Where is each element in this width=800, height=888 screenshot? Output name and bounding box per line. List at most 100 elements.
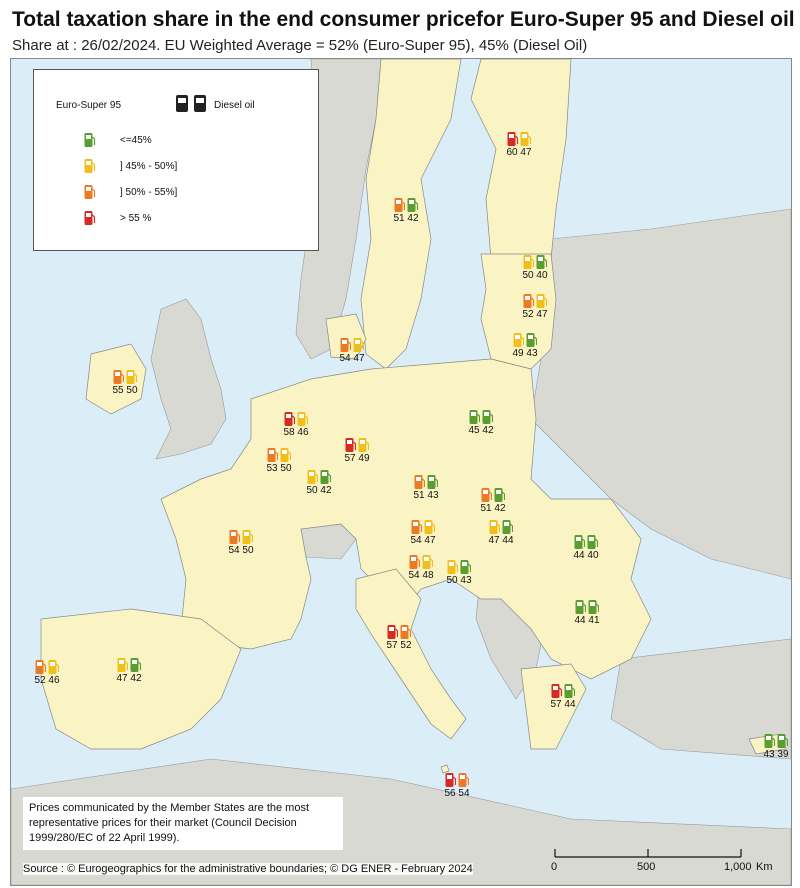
marker-pumps — [391, 554, 451, 570]
diesel-pump-icon — [126, 370, 137, 384]
uk-land — [150, 298, 227, 460]
marker-pumps — [393, 519, 453, 535]
marker-values: 44 41 — [574, 615, 600, 626]
marker-pumps — [99, 657, 159, 673]
diesel-pump-icon — [520, 132, 531, 146]
diesel-pump-icon — [422, 555, 433, 569]
marker-values: 54 47 — [410, 535, 436, 546]
diesel-pump-icon — [424, 520, 435, 534]
euro-pump-icon — [764, 734, 775, 748]
marker-pumps — [471, 519, 531, 535]
marker-values: 56 54 — [444, 788, 470, 799]
marker-pumps — [95, 369, 155, 385]
fuel-pump-icon — [176, 95, 206, 112]
euro-pump-icon — [387, 625, 398, 639]
marker-pumps — [211, 529, 271, 545]
euro-pump-icon — [523, 255, 534, 269]
marker-values: 54 48 — [408, 570, 434, 581]
scale-unit: Km — [756, 861, 773, 873]
diesel-pump-icon — [587, 535, 598, 549]
legend-pump-icon — [84, 185, 96, 199]
euro-pump-icon — [551, 684, 562, 698]
turkey-land — [610, 638, 791, 760]
marker-malta: 56 54 — [427, 772, 487, 799]
marker-germany: 57 49 — [327, 437, 387, 464]
euro-pump-icon — [267, 448, 278, 462]
marker-czechia: 51 43 — [396, 474, 456, 501]
legend-euro-label: Euro-Super 95 — [56, 100, 122, 111]
scale-bar: 0 500 1,000 Km — [551, 845, 781, 879]
map-legend: Euro-Super 95 Diesel oil <=45% ] 45% - 50… — [33, 69, 319, 251]
marker-pumps — [376, 197, 436, 213]
marker-values: 45 42 — [468, 425, 494, 436]
marker-values: 55 50 — [112, 385, 138, 396]
marker-values: 50 42 — [306, 485, 332, 496]
marker-values: 49 43 — [512, 348, 538, 359]
euro-pump-icon — [307, 470, 318, 484]
marker-estonia: 50 40 — [505, 254, 565, 281]
north-africa-land — [11, 758, 791, 885]
map-subtitle: Share at : 26/02/2024. EU Weighted Avera… — [12, 37, 588, 54]
marker-slovenia: 54 48 — [391, 554, 451, 581]
marker-values: 58 46 — [283, 427, 309, 438]
euro-pump-icon — [117, 658, 128, 672]
europe-map: Euro-Super 95 Diesel oil <=45% ] 45% - 50… — [10, 58, 792, 886]
marker-values: 54 47 — [339, 353, 365, 364]
central-eu-land — [160, 358, 652, 680]
marker-values: 57 44 — [550, 699, 576, 710]
marker-pumps — [557, 599, 617, 615]
euro-pump-icon — [409, 555, 420, 569]
marker-values: 53 50 — [266, 463, 292, 474]
diesel-pump-icon — [460, 560, 471, 574]
marker-pumps — [495, 332, 555, 348]
legend-diesel-label: Diesel oil — [214, 100, 255, 111]
scale-line — [554, 849, 742, 858]
legend-pump-icon — [84, 133, 96, 147]
marker-austria: 54 47 — [393, 519, 453, 546]
euro-pump-icon — [414, 475, 425, 489]
euro-pump-icon — [340, 338, 351, 352]
diesel-pump-icon — [526, 333, 537, 347]
marker-bulgaria: 44 41 — [557, 599, 617, 626]
marker-pumps — [396, 474, 456, 490]
euro-pump-icon — [113, 370, 124, 384]
euro-pump-icon — [574, 535, 585, 549]
marker-pumps — [429, 559, 489, 575]
marker-values: 47 44 — [488, 535, 514, 546]
euro-pump-icon — [513, 333, 524, 347]
source-note: Prices communicated by the Member States… — [23, 797, 343, 850]
diesel-pump-icon — [297, 412, 308, 426]
euro-pump-icon — [447, 560, 458, 574]
scale-tick-1000: 1,000 — [724, 861, 752, 873]
euro-pump-icon — [284, 412, 295, 426]
marker-pumps — [322, 337, 382, 353]
euro-pump-icon — [229, 530, 240, 544]
marker-pumps — [249, 447, 309, 463]
euro-pump-icon — [489, 520, 500, 534]
source-credit: Source : © Eurogeographics for the admin… — [23, 863, 473, 875]
diesel-pump-icon — [130, 658, 141, 672]
marker-values: 50 40 — [522, 270, 548, 281]
marker-values: 57 52 — [386, 640, 412, 651]
marker-cyprus: 43 39 — [746, 733, 791, 760]
marker-ireland: 55 50 — [95, 369, 155, 396]
marker-belgium: 53 50 — [249, 447, 309, 474]
marker-hungary: 47 44 — [471, 519, 531, 546]
diesel-pump-icon — [400, 625, 411, 639]
diesel-pump-icon — [494, 488, 505, 502]
legend-class-label: <=45% — [120, 135, 152, 146]
marker-values: 51 42 — [393, 213, 419, 224]
legend-class-label: ] 50% - 55%] — [120, 187, 178, 198]
marker-pumps — [369, 624, 429, 640]
marker-pumps — [533, 683, 593, 699]
marker-values: 60 47 — [506, 147, 532, 158]
legend-class-label: ] 45% - 50%] — [120, 161, 178, 172]
iberia-land — [40, 608, 242, 750]
marker-pumps — [427, 772, 487, 788]
diesel-pump-icon — [458, 773, 469, 787]
sweden-land — [360, 59, 462, 370]
map-title: Total taxation share in the end consumer… — [12, 8, 795, 31]
diesel-pump-icon — [242, 530, 253, 544]
marker-pumps — [505, 293, 565, 309]
diesel-pump-icon — [777, 734, 788, 748]
